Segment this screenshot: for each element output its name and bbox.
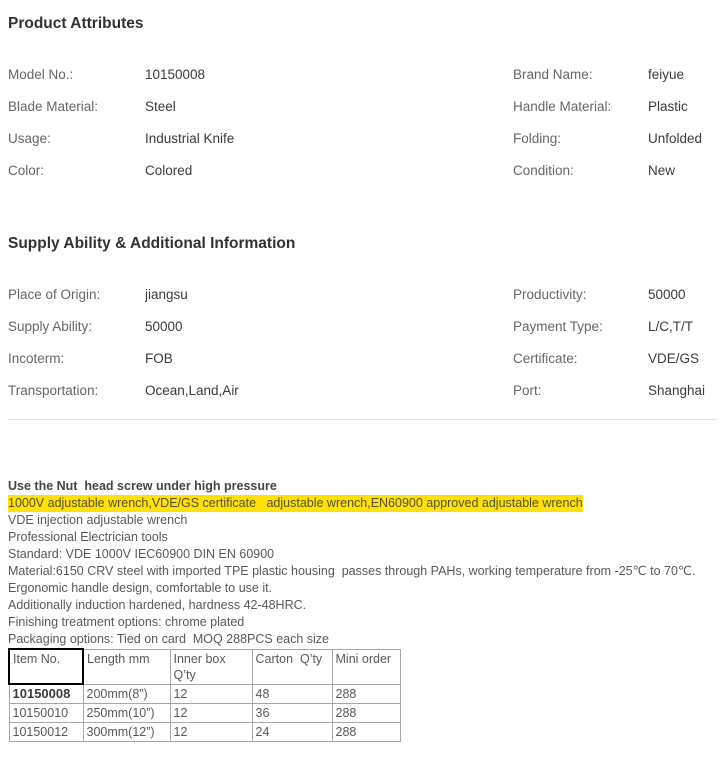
attr-label-brand-name: Brand Name: [513,67,593,82]
attr-value-blade-material: Steel [145,99,176,114]
description-highlight-line: 1000V adjustable wrench,VDE/GS certifica… [8,495,583,512]
attr-value-payment-type: L/C,T/T [648,319,694,334]
attr-label-certificate: Certificate: [513,351,578,366]
table-cell-inner-box: 12 [169,722,253,742]
attr-value-usage: Industrial Knife [145,131,235,146]
table-cell-mini-order: 288 [331,683,401,704]
attr-value-transportation: Ocean,Land,Air [145,383,239,398]
table-cell-mini-order: 288 [331,703,401,723]
table-row: 10150010 250mm(10”) 12 36 288 [8,703,401,723]
description-line: Ergonomic handle design, comfortable to … [8,581,273,595]
attr-value-certificate: VDE/GS [648,351,700,366]
attr-label-supply-ability: Supply Ability: [8,319,93,334]
description-line: Standard: VDE 1000V IEC60900 DIN EN 6090… [8,547,275,561]
table-cell-carton: 24 [251,722,333,742]
table-header-mini-order: Mini order [331,648,401,685]
product-attributes-grid: Model No.: 10150008 Brand Name: feiyue B… [8,59,717,187]
supply-info-grid: Place of Origin: jiangsu Productivity: 5… [8,279,717,407]
attr-label-handle-material: Handle Material: [513,99,612,114]
attr-value-productivity: 50000 [648,287,686,302]
table-cell-length: 200mm(8”) [82,683,171,704]
table-cell-carton: 36 [251,703,333,723]
attr-value-brand-name: feiyue [648,67,685,82]
attr-label-blade-material: Blade Material: [8,99,99,114]
attr-label-port: Port: [513,383,542,398]
attr-label-incoterm: Incoterm: [8,351,65,366]
size-packing-table: Item No. Length mm Inner box Q’ty Carton… [8,648,401,742]
attr-label-color: Color: [8,163,45,178]
description-line: Professional Electrician tools [8,530,168,544]
attr-value-model-no: 10150008 [145,67,206,82]
table-cell-item-no: 10150012 [8,722,84,742]
attr-label-payment-type: Payment Type: [513,319,603,334]
attr-label-transportation: Transportation: [8,383,99,398]
table-cell-mini-order: 288 [331,722,401,742]
attr-label-condition: Condition: [513,163,574,178]
description-line: Packaging options: Tied on card MOQ 288P… [8,632,330,646]
table-header-length-mm: Length mm [82,648,171,685]
attr-value-supply-ability: 50000 [145,319,183,334]
description-highlight-line-wrap: 1000V adjustable wrench,VDE/GS certifica… [8,495,717,512]
product-detail-page: { "product_attributes": { "title": "Prod… [0,13,725,772]
attr-value-handle-material: Plastic [648,99,688,114]
section-divider [8,419,717,420]
description-bold-line: Use the Nut head screw under high pressu… [8,479,277,493]
table-cell-item-no: 10150008 [8,683,84,704]
description-line: Material:6150 CRV steel with imported TP… [8,564,696,578]
attr-label-model-no: Model No.: [8,67,74,82]
table-header-row: Item No. Length mm Inner box Q’ty Carton… [8,648,401,685]
table-header-inner-box-qty: Inner box Q’ty [169,648,253,685]
attr-label-productivity: Productivity: [513,287,587,302]
table-cell-inner-box: 12 [169,683,253,704]
table-cell-length: 300mm(12”) [82,722,171,742]
attr-value-folding: Unfolded [648,131,703,146]
table-cell-length: 250mm(10”) [82,703,171,723]
description-line: Finishing treatment options: chrome plat… [8,615,245,629]
table-cell-item-no: 10150010 [8,703,84,723]
product-description: Use the Nut head screw under high pressu… [8,478,717,648]
description-line: Additionally induction hardened, hardnes… [8,598,307,612]
table-header-carton-qty: Carton Q’ty [251,648,333,685]
supply-ability-title: Supply Ability & Additional Information [8,235,296,252]
description-line: VDE injection adjustable wrench [8,513,188,527]
attr-value-color: Colored [145,163,193,178]
table-row: 10150008 200mm(8”) 12 48 288 [8,683,401,704]
attr-value-place-of-origin: jiangsu [145,287,188,302]
attr-value-condition: New [648,163,676,178]
table-cell-carton: 48 [251,683,333,704]
table-cell-inner-box: 12 [169,703,253,723]
attr-value-incoterm: FOB [145,351,173,366]
attr-label-place-of-origin: Place of Origin: [8,287,101,302]
table-header-item-no: Item No. [8,648,84,685]
attr-label-folding: Folding: [513,131,562,146]
product-attributes-title: Product Attributes [8,15,144,32]
attr-label-usage: Usage: [8,131,51,146]
table-row: 10150012 300mm(12”) 12 24 288 [8,722,401,742]
attr-value-port: Shanghai [648,383,706,398]
